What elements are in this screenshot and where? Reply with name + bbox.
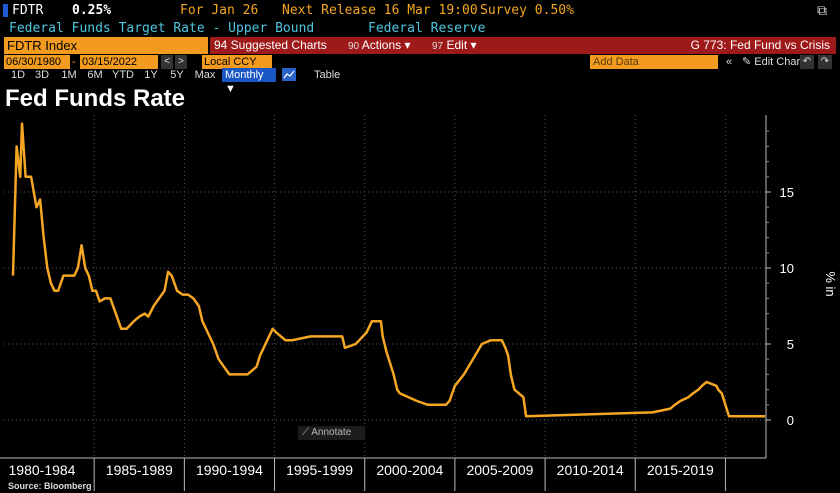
redo-icon[interactable]: ↷ [818, 55, 832, 69]
annotate-button[interactable]: ⟋ Annotate [298, 426, 365, 440]
date-bar: 06/30/1980 - 03/15/2022 < > Local CCY Ad… [4, 55, 836, 69]
x-tick-label: 2015-2019 [647, 462, 714, 478]
security-header: FDTR 0.25% For Jan 26 Next Release 16 Ma… [0, 0, 840, 21]
survey: Survey 0.50% [480, 3, 574, 18]
edit-num: 97 [432, 41, 444, 52]
grid [4, 115, 766, 458]
period-1y[interactable]: 1Y [144, 69, 158, 81]
x-tick-label: 1990-1994 [196, 462, 263, 478]
start-date-input[interactable]: 06/30/1980 [4, 55, 70, 69]
security-marker [3, 4, 8, 17]
table-button[interactable]: Table [314, 69, 341, 81]
last-value: 0.25% [72, 3, 112, 18]
y-tick-label: 0 [787, 413, 794, 428]
y-axis: 15 10 5 0 % in [765, 115, 838, 458]
actions-num: 90 [348, 41, 360, 52]
plot-area [11, 122, 766, 418]
edit-menu[interactable]: 97 Edit ▾ [432, 37, 477, 55]
index-field[interactable]: FDTR Index [4, 37, 208, 54]
popout-icon[interactable]: ⧉ [817, 2, 827, 18]
chart-title: Fed Funds Rate [5, 85, 186, 112]
ticker[interactable]: FDTR [12, 3, 44, 18]
suggested-charts-button[interactable]: 94 Suggested Charts [214, 38, 327, 52]
action-bar: FDTR Index 94 Suggested Charts 90 Action… [4, 37, 836, 54]
prev-period-icon[interactable]: < [161, 55, 173, 69]
red-toolbar: 94 Suggested Charts 90 Actions ▾ 97 Edit… [210, 37, 836, 54]
period-bar: 1D 3D 1M 6M YTD 1Y 5Y Max Monthly ▼ Tabl… [4, 68, 836, 95]
line-chart-icon[interactable] [282, 68, 296, 81]
source-note: Source: Bloomberg [8, 481, 92, 491]
x-tick-label: 2000-2004 [376, 462, 443, 478]
period-max[interactable]: Max [194, 69, 216, 81]
graph-title: G 773: Fed Fund vs Crisis [690, 38, 830, 52]
series-line [11, 122, 766, 418]
y-tick-label: 10 [780, 261, 794, 276]
frequency-select[interactable]: Monthly ▼ [222, 68, 276, 95]
date-separator: - [72, 56, 76, 68]
edit-label: Edit ▾ [446, 38, 477, 52]
next-period-icon[interactable]: > [175, 55, 187, 69]
x-axis: 1980-1984 1985-1989 1990-1994 1995-1999 2000… [0, 457, 766, 491]
description: Federal Funds Target Rate - Upper Bound [9, 21, 315, 36]
add-data-input[interactable]: Add Data [590, 55, 718, 69]
period-1d[interactable]: 1D [10, 69, 26, 81]
period-3d[interactable]: 3D [34, 69, 50, 81]
actions-label: Actions ▾ [361, 38, 411, 52]
security-description: Federal Funds Target Rate - Upper Bound … [0, 20, 840, 37]
actions-menu[interactable]: 90 Actions ▾ [348, 37, 411, 55]
undo-icon[interactable]: ↶ [800, 55, 814, 69]
period-ytd[interactable]: YTD [112, 69, 134, 81]
x-tick-label: 1980-1984 [9, 462, 76, 478]
end-date-input[interactable]: 03/15/2022 [80, 55, 158, 69]
edit-chart-label: Edit Chart [754, 56, 804, 68]
next-release: Next Release 16 Mar 19:00 [282, 3, 478, 18]
y-tick-label: 5 [787, 337, 794, 352]
edit-chart-button[interactable]: ✎ Edit Chart [742, 56, 804, 68]
x-tick-label: 1985-1989 [106, 462, 173, 478]
x-tick-label: 2005-2009 [466, 462, 533, 478]
y-axis-label: % in [823, 271, 838, 296]
source-org: Federal Reserve [368, 21, 486, 36]
annotate-label: Annotate [311, 427, 352, 438]
period-5y[interactable]: 5Y [170, 69, 184, 81]
currency-select[interactable]: Local CCY [202, 55, 272, 69]
x-tick-label: 2010-2014 [557, 462, 624, 478]
collapse-icon[interactable]: « [726, 56, 733, 68]
for-date: For Jan 26 [180, 3, 259, 18]
x-tick-label: 1995-1999 [286, 462, 353, 478]
y-tick-label: 15 [780, 185, 794, 200]
period-6m[interactable]: 6M [87, 69, 103, 81]
period-1m[interactable]: 1M [61, 69, 77, 81]
